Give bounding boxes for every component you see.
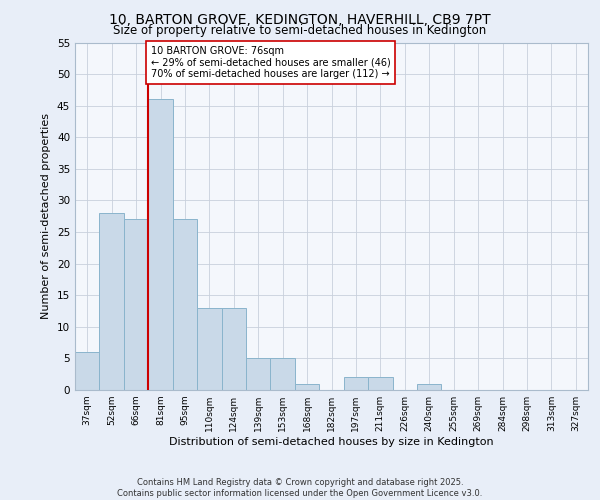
Text: 10, BARTON GROVE, KEDINGTON, HAVERHILL, CB9 7PT: 10, BARTON GROVE, KEDINGTON, HAVERHILL, …: [109, 12, 491, 26]
Bar: [148, 100, 173, 390]
Bar: [271, 358, 295, 390]
Bar: [246, 358, 271, 390]
Bar: [417, 384, 442, 390]
Bar: [100, 213, 124, 390]
Bar: [173, 220, 197, 390]
Bar: [124, 220, 148, 390]
Bar: [295, 384, 319, 390]
Bar: [75, 352, 100, 390]
Text: Contains HM Land Registry data © Crown copyright and database right 2025.
Contai: Contains HM Land Registry data © Crown c…: [118, 478, 482, 498]
Text: 10 BARTON GROVE: 76sqm
← 29% of semi-detached houses are smaller (46)
70% of sem: 10 BARTON GROVE: 76sqm ← 29% of semi-det…: [151, 46, 391, 79]
Bar: [368, 378, 392, 390]
Bar: [197, 308, 221, 390]
Bar: [221, 308, 246, 390]
X-axis label: Distribution of semi-detached houses by size in Kedington: Distribution of semi-detached houses by …: [169, 437, 494, 447]
Bar: [344, 378, 368, 390]
Text: Size of property relative to semi-detached houses in Kedington: Size of property relative to semi-detach…: [113, 24, 487, 37]
Y-axis label: Number of semi-detached properties: Number of semi-detached properties: [41, 114, 52, 320]
